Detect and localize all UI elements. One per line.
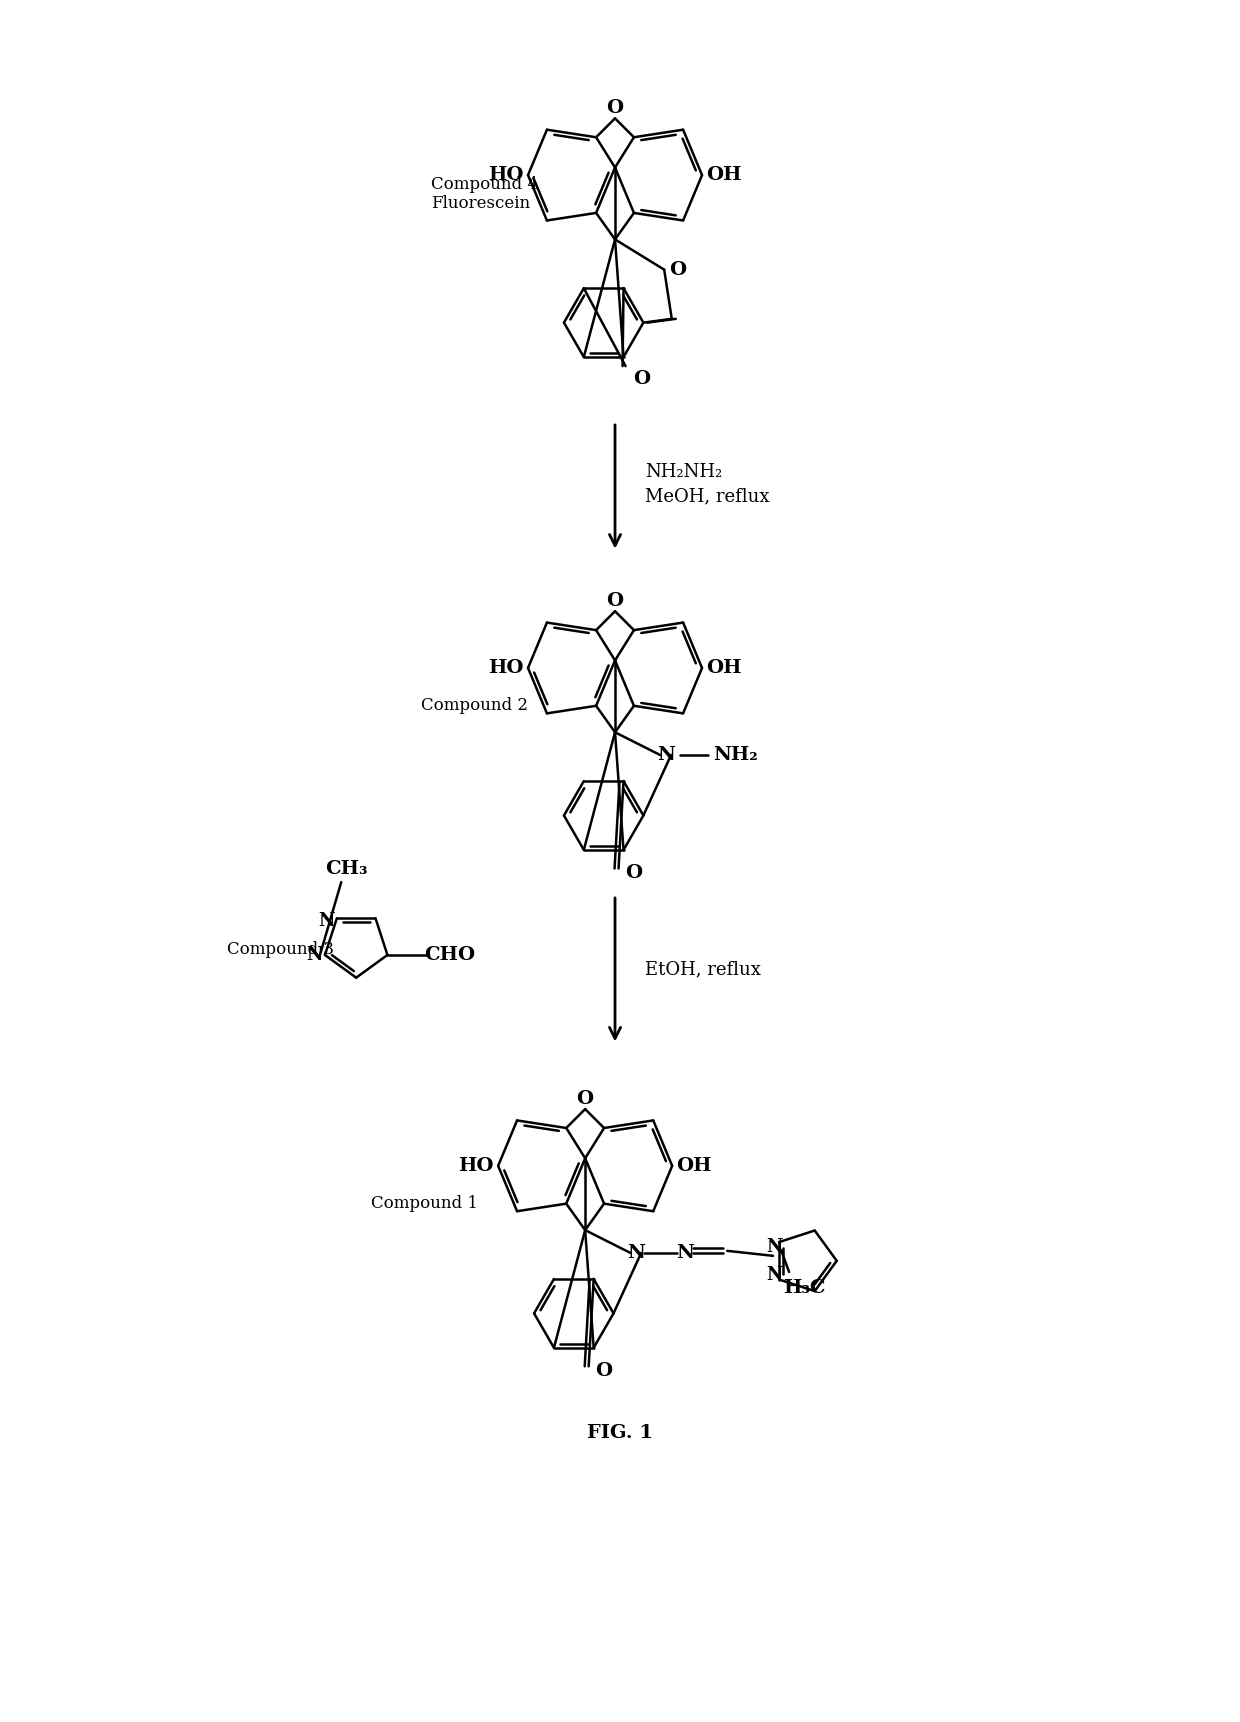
Text: HO: HO	[459, 1157, 494, 1174]
Text: O: O	[595, 1362, 613, 1381]
Text: Compound 4
Fluorescein: Compound 4 Fluorescein	[430, 176, 538, 212]
Text: N: N	[677, 1243, 694, 1262]
Text: N: N	[766, 1266, 782, 1283]
Text: CH₃: CH₃	[325, 861, 367, 878]
Text: NH₂: NH₂	[713, 746, 758, 765]
Text: H₃C: H₃C	[782, 1279, 826, 1297]
Text: Compound 3: Compound 3	[227, 942, 334, 959]
Text: OH: OH	[707, 165, 742, 184]
Text: Compound 1: Compound 1	[371, 1195, 479, 1212]
Text: N: N	[657, 746, 675, 765]
Text: N: N	[306, 945, 324, 964]
Text: O: O	[670, 260, 687, 279]
Text: N: N	[766, 1238, 782, 1255]
Text: HO: HO	[489, 660, 523, 677]
Text: N: N	[627, 1243, 645, 1262]
Text: OH: OH	[676, 1157, 712, 1174]
Text: O: O	[634, 370, 651, 387]
Text: O: O	[577, 1090, 594, 1109]
Text: OH: OH	[707, 660, 742, 677]
Text: FIG. 1: FIG. 1	[587, 1424, 653, 1441]
Text: N: N	[319, 913, 335, 930]
Text: NH₂NH₂: NH₂NH₂	[645, 463, 722, 480]
Text: O: O	[625, 864, 642, 882]
Text: CHO: CHO	[424, 945, 476, 964]
Text: EtOH, reflux: EtOH, reflux	[645, 961, 761, 978]
Text: O: O	[606, 592, 624, 610]
Text: Compound 2: Compound 2	[420, 697, 528, 715]
Text: O: O	[606, 100, 624, 117]
Text: HO: HO	[489, 165, 523, 184]
Text: MeOH, reflux: MeOH, reflux	[645, 487, 769, 506]
